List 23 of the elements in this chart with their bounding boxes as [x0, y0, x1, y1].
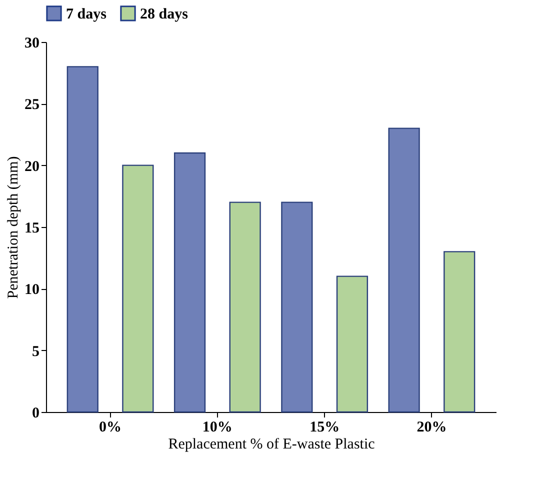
- bar: [66, 66, 98, 413]
- legend-label: 28 days: [140, 6, 188, 22]
- x-tick-label: 0%: [99, 420, 122, 436]
- y-axis-title: Penetration depth (mm): [6, 156, 22, 299]
- y-tick-label: 10: [24, 282, 40, 298]
- bar: [229, 202, 261, 413]
- y-tick-label: 25: [24, 97, 40, 114]
- bar: [174, 152, 206, 413]
- x-tick-label: 15%: [310, 420, 340, 436]
- y-tick-label: 30: [24, 36, 40, 52]
- y-tick-label: 5: [32, 344, 40, 360]
- bar: [336, 276, 368, 413]
- bar: [122, 164, 154, 413]
- bar: [444, 251, 476, 413]
- x-tick-label: 10%: [202, 420, 232, 436]
- x-tick-label: 20%: [416, 420, 447, 436]
- legend-label: 7 days: [66, 6, 107, 22]
- bar: [388, 128, 420, 413]
- y-tick-label: 0: [32, 406, 40, 422]
- x-axis-title: Replacement % of E-waste Plastic: [168, 436, 376, 452]
- y-tick-label: 15: [24, 220, 40, 236]
- bar: [281, 202, 313, 413]
- y-tick-label: 20: [24, 158, 40, 175]
